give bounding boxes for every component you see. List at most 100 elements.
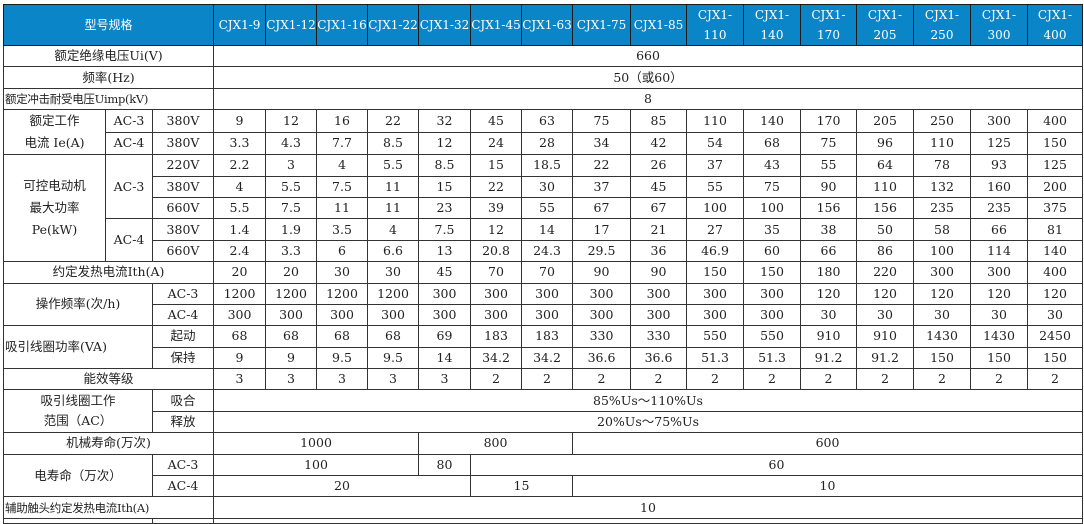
value-cell: 9.5 [367,346,419,370]
value-cell: 30 [316,261,368,284]
value-cell: 150 [1027,131,1083,156]
value-cell: 96 [856,131,914,156]
value-cell: 67 [630,196,687,220]
coil-range-label: 吸引线圈工作 范围（AC） [3,389,153,434]
value-cell: 21 [630,218,687,241]
value-cell: 38 [800,218,857,241]
value-cell: 100 [686,196,744,220]
voltage-cell: 220V [152,154,214,177]
value-cell: 29.5 [572,239,631,263]
value-cell: 20 [213,261,266,284]
value-cell: 14 [418,346,471,370]
value-cell: 86 [856,239,914,263]
coil-power-label: 吸引线圈功率(VA) [3,325,153,370]
value-cell: 110 [686,109,744,133]
impulse-voltage-label: 额定冲击耐受电压Uimp(kV) [3,87,214,111]
value-cell: 45 [630,175,687,198]
frequency-label: 频率(Hz) [3,66,214,89]
electrical-life-row: AC-4 20 15 10 [4,475,1083,498]
operating-frequency-row: 操作频率(次/h) AC-3 1200 1200 1200 1200 300 300 300 30… [3,282,1083,327]
value-cell: 3 [213,368,266,391]
value-cell: 9 [213,346,266,370]
value-cell: 66 [970,218,1028,241]
electrical-life-value: 80 [418,453,471,477]
value-cell: 23 [418,196,471,220]
value-cell: 68 [316,325,368,348]
header-model-CJX1-45: CJX1-45 [470,4,522,46]
value-cell: 12 [418,131,471,156]
electrical-life-value: 20 [213,475,471,498]
value-cell: 300 [630,303,687,327]
header-model-CJX1-300: CJX1-300 [970,4,1028,46]
value-cell: 2 [630,368,687,391]
value-cell: 7.5 [265,196,317,220]
value-cell: 2 [743,368,801,391]
value-cell: 7.5 [418,218,471,241]
header-model-spec: 型号规格 [3,4,214,46]
value-cell: 39 [470,196,522,220]
value-cell: 120 [1027,282,1083,305]
value-cell: 183 [521,325,573,348]
value-cell: 78 [913,154,971,177]
value-cell: 34 [572,131,631,156]
operating-frequency-row: AC-4 300 300 300 300 300 300 300 300 300 300 300 30 3… [4,303,1083,327]
value-cell: 30 [913,303,971,327]
header-row: 型号规格 CJX1-9 CJX1-12 CJX1-16 CJX1-22 CJX1-32 CJ… [3,4,1083,46]
value-cell: 7.7 [316,131,368,156]
value-cell: 6.6 [367,239,419,263]
header-model-CJX1-140: CJX1-140 [743,4,801,46]
value-cell: 156 [800,196,857,220]
value-cell: 132 [913,175,971,198]
value-cell: 2 [800,368,857,391]
value-cell: 51.3 [743,346,801,370]
value-cell: 300 [686,282,744,305]
coil-range-row: 释放 20%Us～75%Us [4,410,1083,434]
electrical-life-label: 电寿命（万次） [3,453,153,498]
category-cell: 释放 [152,410,214,434]
value-cell: 120 [970,282,1028,305]
value-cell: 910 [856,325,914,348]
mechanical-life-value: 600 [572,432,1083,455]
value-cell: 27 [686,218,744,241]
motor-power-row: 380V 4 5.5 7.5 11 15 22 30 37 45 55 75 90 110 132 160 20… [4,175,1083,198]
value-cell: 11 [316,196,368,220]
insulation-voltage-row: 额定绝缘电压Ui(V) 660 [3,44,1083,68]
value-cell: 150 [1027,346,1083,370]
value-cell: 2 [572,368,631,391]
value-cell: 235 [913,196,971,220]
value-cell: 13 [418,239,471,263]
value-cell: 50 [856,218,914,241]
value-cell: 100 [743,196,801,220]
value-cell: 160 [970,175,1028,198]
value-cell: 54 [686,131,744,156]
value-cell: 150 [686,261,744,284]
value-cell: 46.9 [686,239,744,263]
value-cell: 69 [418,325,471,348]
header-model-CJX1-110: CJX1-110 [686,4,744,46]
header-model-CJX1-170: CJX1-170 [800,4,857,46]
value-cell: 15 [470,154,522,177]
value-cell: 300 [686,303,744,327]
mechanical-life-value: 1000 [213,432,419,455]
voltage-cell: 660V [152,196,214,220]
value-cell: 90 [630,261,687,284]
value-cell: 51.3 [686,346,744,370]
rated-current-row: 额定工作 电流 Ie(A) AC-3 380V 9 12 16 22 32 45 63 75 85 11… [3,109,1083,156]
coil-range-value: 20%Us～75%Us [213,410,1083,434]
value-cell: 35 [743,218,801,241]
value-cell: 24.3 [521,239,573,263]
value-cell: 2 [856,368,914,391]
value-cell: 36.6 [572,346,631,370]
value-cell: 140 [1027,239,1083,263]
value-cell: 110 [856,175,914,198]
value-cell: 300 [521,282,573,305]
value-cell: 300 [418,303,471,327]
value-cell: 1430 [913,325,971,348]
value-cell: 45 [418,261,471,284]
value-cell: 4 [316,154,368,177]
value-cell: 120 [913,282,971,305]
value-cell: 42 [630,131,687,156]
header-model-CJX1-85: CJX1-85 [630,4,687,46]
electrical-life-value: 10 [572,475,1083,498]
value-cell: 2 [970,368,1028,391]
